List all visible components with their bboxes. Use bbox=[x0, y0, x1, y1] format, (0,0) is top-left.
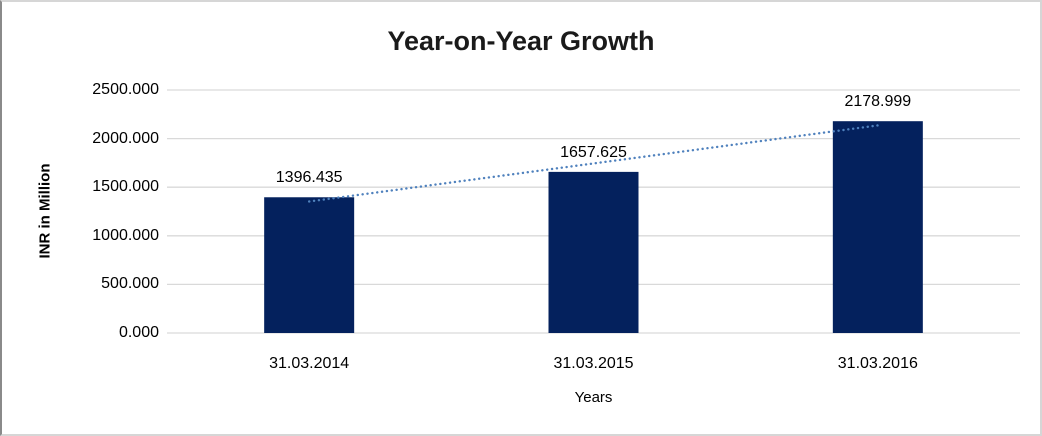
y-tick-label: 2500.000 bbox=[92, 81, 159, 98]
y-tick-label: 500.000 bbox=[101, 275, 159, 293]
bar bbox=[548, 171, 639, 333]
chart-title: Year-on-Year Growth bbox=[387, 26, 655, 56]
bar bbox=[264, 197, 355, 333]
y-tick-label: 1000.000 bbox=[92, 226, 159, 244]
bar-value-label: 1657.625 bbox=[560, 143, 627, 161]
x-axis-title: Years bbox=[574, 389, 613, 406]
x-tick-label: 31.03.2016 bbox=[837, 355, 918, 372]
y-tick-label: 0.000 bbox=[118, 324, 159, 341]
bar-value-label: 1396.435 bbox=[275, 169, 343, 187]
y-tick-label: 1500.000 bbox=[92, 178, 159, 196]
x-tick-label: 31.03.2015 bbox=[553, 355, 634, 372]
bar-value-label: 2178.999 bbox=[844, 93, 912, 111]
y-tick-label: 2000.000 bbox=[92, 129, 159, 147]
x-tick-label: 31.03.2014 bbox=[269, 355, 350, 372]
bar bbox=[832, 121, 923, 333]
